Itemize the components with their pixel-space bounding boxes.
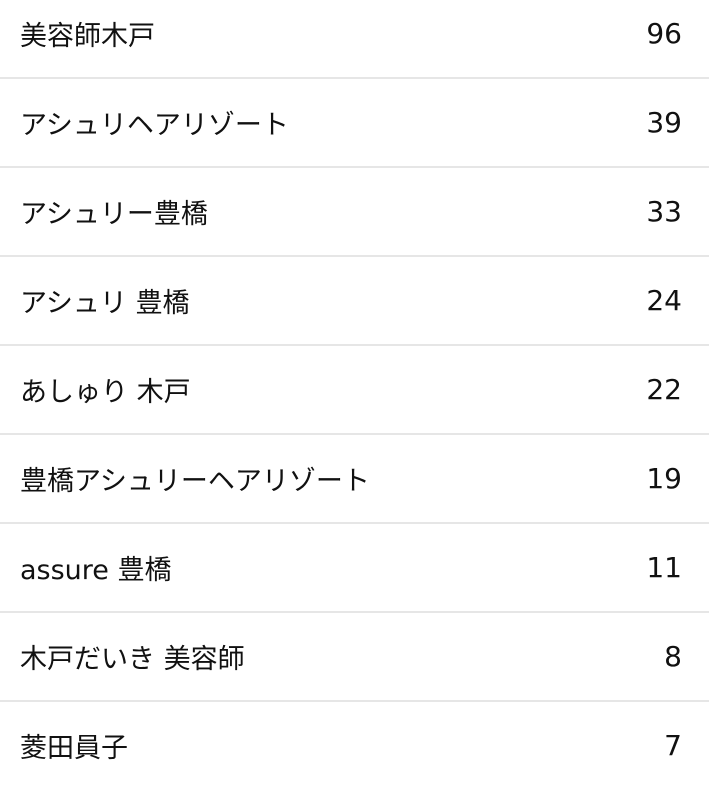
- item-count: 8: [664, 640, 682, 673]
- item-label: アシュリー豊橋: [20, 199, 208, 230]
- item-label: 菱田員子: [20, 733, 128, 764]
- list-item[interactable]: 豊橋アシュリーヘアリゾート 19: [0, 435, 709, 524]
- item-count: 19: [646, 462, 682, 495]
- list-item[interactable]: assure 豊橋 11: [0, 524, 709, 613]
- item-label: アシュリヘアリゾート: [20, 110, 289, 141]
- item-label: 木戸だいき 美容師: [20, 644, 245, 675]
- list-item[interactable]: 菱田員子 7: [0, 702, 709, 789]
- list-item[interactable]: アシュリ 豊橋 24: [0, 257, 709, 346]
- item-count: 11: [646, 551, 682, 584]
- item-count: 7: [664, 729, 682, 762]
- list-item[interactable]: アシュリー豊橋 33: [0, 168, 709, 257]
- item-label: 美容師木戸: [20, 21, 155, 52]
- item-count: 24: [646, 284, 682, 317]
- item-label: assure 豊橋: [20, 555, 172, 586]
- item-count: 96: [646, 17, 682, 50]
- item-count: 33: [646, 195, 682, 228]
- item-label: 豊橋アシュリーヘアリゾート: [20, 466, 370, 497]
- item-count: 39: [646, 106, 682, 139]
- item-label: あしゅり 木戸: [20, 377, 191, 408]
- list-item[interactable]: あしゅり 木戸 22: [0, 346, 709, 435]
- list-item[interactable]: 美容師木戸 96: [0, 0, 709, 79]
- list-item[interactable]: アシュリヘアリゾート 39: [0, 79, 709, 168]
- item-label: アシュリ 豊橋: [20, 288, 190, 319]
- item-count: 22: [646, 373, 682, 406]
- list-item[interactable]: 木戸だいき 美容師 8: [0, 613, 709, 702]
